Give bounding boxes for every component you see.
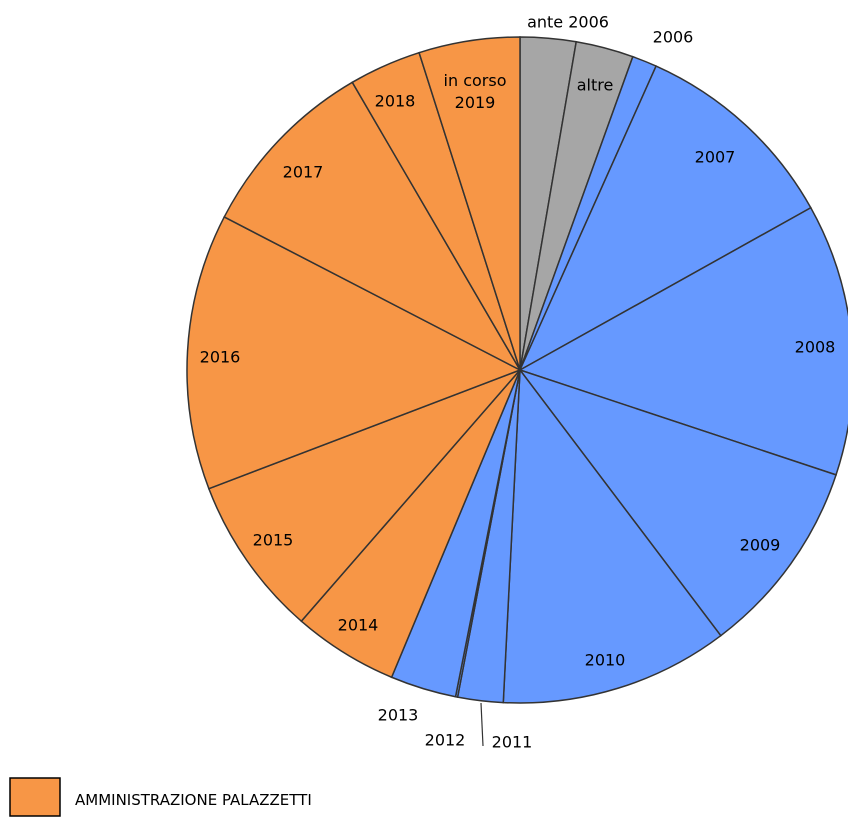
slice-label: 2014 (337, 615, 379, 635)
leader-line (480, 702, 484, 747)
slice-label: ante 2006 (527, 12, 609, 32)
pie-slice (502, 367, 722, 704)
slice-label: 2017 (282, 162, 324, 182)
slice-label: 2015 (252, 530, 294, 550)
slice-label: 2013 (377, 705, 419, 725)
legend-swatch (9, 777, 61, 817)
slice-label: 2010 (584, 650, 626, 670)
pie-slice (207, 369, 521, 623)
slice-label: 2008 (794, 337, 836, 357)
slice-label: 2009 (739, 535, 781, 555)
pie-slice (518, 65, 812, 372)
slice-label: in corso 2019 (443, 71, 507, 112)
legend-label: AMMINISTRAZIONE PALAZZETTI (75, 791, 312, 809)
pie-slice (418, 36, 521, 371)
slice-label: 2007 (694, 147, 736, 167)
slice-label: 2012 (424, 730, 466, 750)
slice-label: 2018 (374, 91, 416, 111)
pie-slice (186, 215, 522, 490)
slice-label: altre (576, 75, 614, 95)
slice-label: 2016 (199, 347, 241, 367)
slice-label: 2011 (491, 732, 533, 752)
slice-label: 2006 (652, 27, 694, 47)
pie-slice (518, 206, 848, 476)
pie-slice (517, 368, 837, 637)
pie-slice (223, 81, 522, 372)
